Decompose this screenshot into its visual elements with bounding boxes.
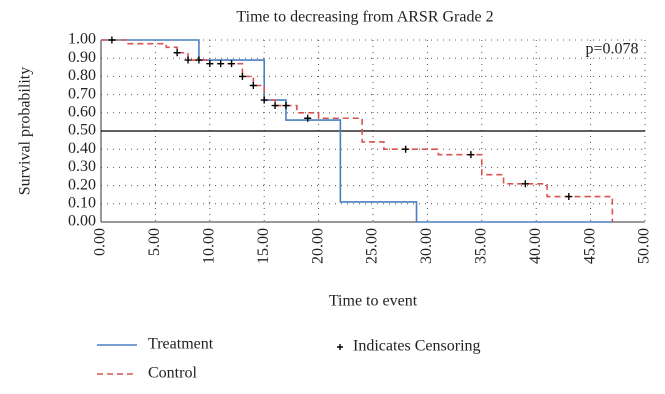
legend-label: Control	[148, 365, 197, 382]
y-tick-label: 0.80	[68, 67, 96, 84]
x-tick-label: 40.00	[527, 228, 544, 264]
censor-mark	[304, 114, 312, 122]
y-tick-label: 1.00	[68, 31, 96, 48]
x-tick-label: 35.00	[472, 228, 489, 264]
y-tick-label: 0.00	[68, 213, 96, 230]
x-tick-label: 30.00	[418, 228, 435, 264]
censor-mark	[184, 56, 192, 64]
x-tick-label: 50.00	[636, 228, 653, 264]
legend-label: Indicates Censoring	[353, 338, 481, 355]
y-tick-label: 0.60	[68, 103, 96, 120]
x-axis-label: Time to event	[329, 293, 418, 310]
y-tick-label: 0.10	[68, 194, 96, 211]
censor-mark	[271, 102, 279, 110]
x-tick-label: 0.00	[92, 228, 109, 256]
series-line	[101, 39, 614, 222]
censor-mark	[228, 60, 236, 68]
censor-mark	[173, 49, 181, 57]
censor-mark	[565, 193, 573, 201]
y-tick-label: 0.30	[68, 158, 96, 175]
y-axis-label: Survival probability	[17, 67, 34, 195]
censor-mark	[217, 60, 225, 68]
legend-label: Treatment	[148, 336, 214, 353]
censor-mark	[282, 102, 290, 110]
legend-marker	[337, 344, 343, 350]
censor-mark	[467, 151, 475, 159]
y-tick-label: 0.90	[68, 49, 96, 66]
censor-mark	[260, 96, 268, 104]
x-tick-label: 25.00	[364, 228, 381, 264]
censor-mark	[521, 180, 529, 188]
x-tick-label: 15.00	[255, 228, 272, 264]
annotation: p=0.078	[585, 41, 638, 58]
y-tick-label: 0.20	[68, 176, 96, 193]
y-tick-label: 0.70	[68, 85, 96, 102]
censor-mark	[108, 36, 116, 44]
chart-title: Time to decreasing from ARSR Grade 2	[236, 9, 493, 26]
x-tick-label: 5.00	[146, 228, 163, 256]
x-tick-label: 45.00	[581, 228, 598, 264]
censor-mark	[238, 72, 246, 80]
censor-mark	[195, 56, 203, 64]
censor-mark	[206, 60, 214, 68]
censor-mark	[249, 82, 257, 89]
censor-mark	[402, 145, 410, 153]
x-tick-label: 10.00	[200, 228, 217, 264]
x-tick-label: 20.00	[309, 228, 326, 264]
y-tick-label: 0.50	[68, 122, 96, 139]
y-tick-label: 0.40	[68, 140, 96, 157]
